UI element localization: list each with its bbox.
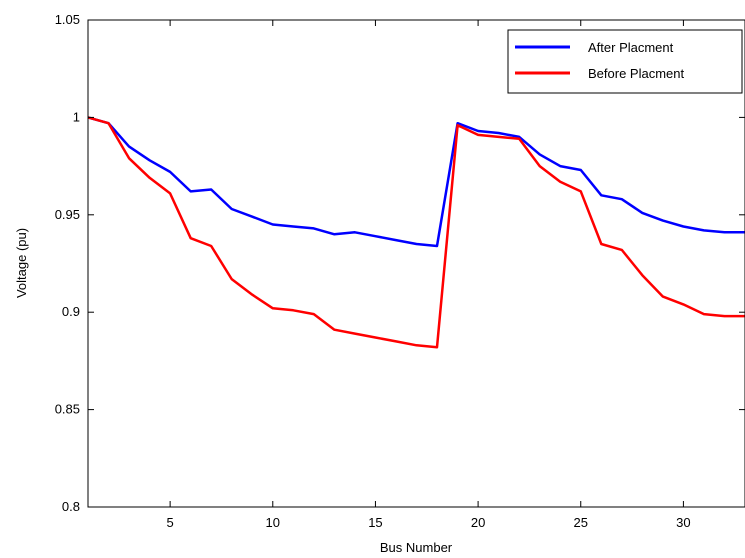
- x-tick-label: 15: [368, 515, 382, 530]
- series-line-after-placment: [87, 116, 745, 248]
- series-layer: [87, 116, 745, 349]
- x-tick-label: 10: [266, 515, 280, 530]
- plot-background: [88, 20, 745, 507]
- y-tick-label: 0.85: [55, 402, 80, 417]
- y-tick-label: 0.9: [62, 304, 80, 319]
- y-tick-label: 1: [73, 109, 80, 124]
- plot-frame: [87, 19, 745, 508]
- y-axis-ticks: 0.8 0.85 0.9 0.95 1 1.05: [55, 12, 745, 514]
- series-line-before-placment: [87, 116, 745, 349]
- legend-box: [507, 29, 743, 94]
- y-tick-label: 1.05: [55, 12, 80, 27]
- x-axis-label: Bus Number: [380, 540, 453, 555]
- x-tick-label: 30: [676, 515, 690, 530]
- y-tick-label: 0.95: [55, 207, 80, 222]
- y-axis-label: Voltage (pu): [14, 228, 29, 298]
- legend: After Placment Before Placment: [507, 29, 743, 94]
- x-tick-label: 20: [471, 515, 485, 530]
- legend-label-before-placement: Before Placment: [588, 66, 684, 81]
- x-tick-label: 25: [574, 515, 588, 530]
- x-axis-ticks: 5 10 15 20 25 30: [167, 20, 691, 530]
- y-tick-label: 0.8: [62, 499, 80, 514]
- x-tick-label: 5: [167, 515, 174, 530]
- legend-label-after-placement: After Placment: [588, 40, 674, 55]
